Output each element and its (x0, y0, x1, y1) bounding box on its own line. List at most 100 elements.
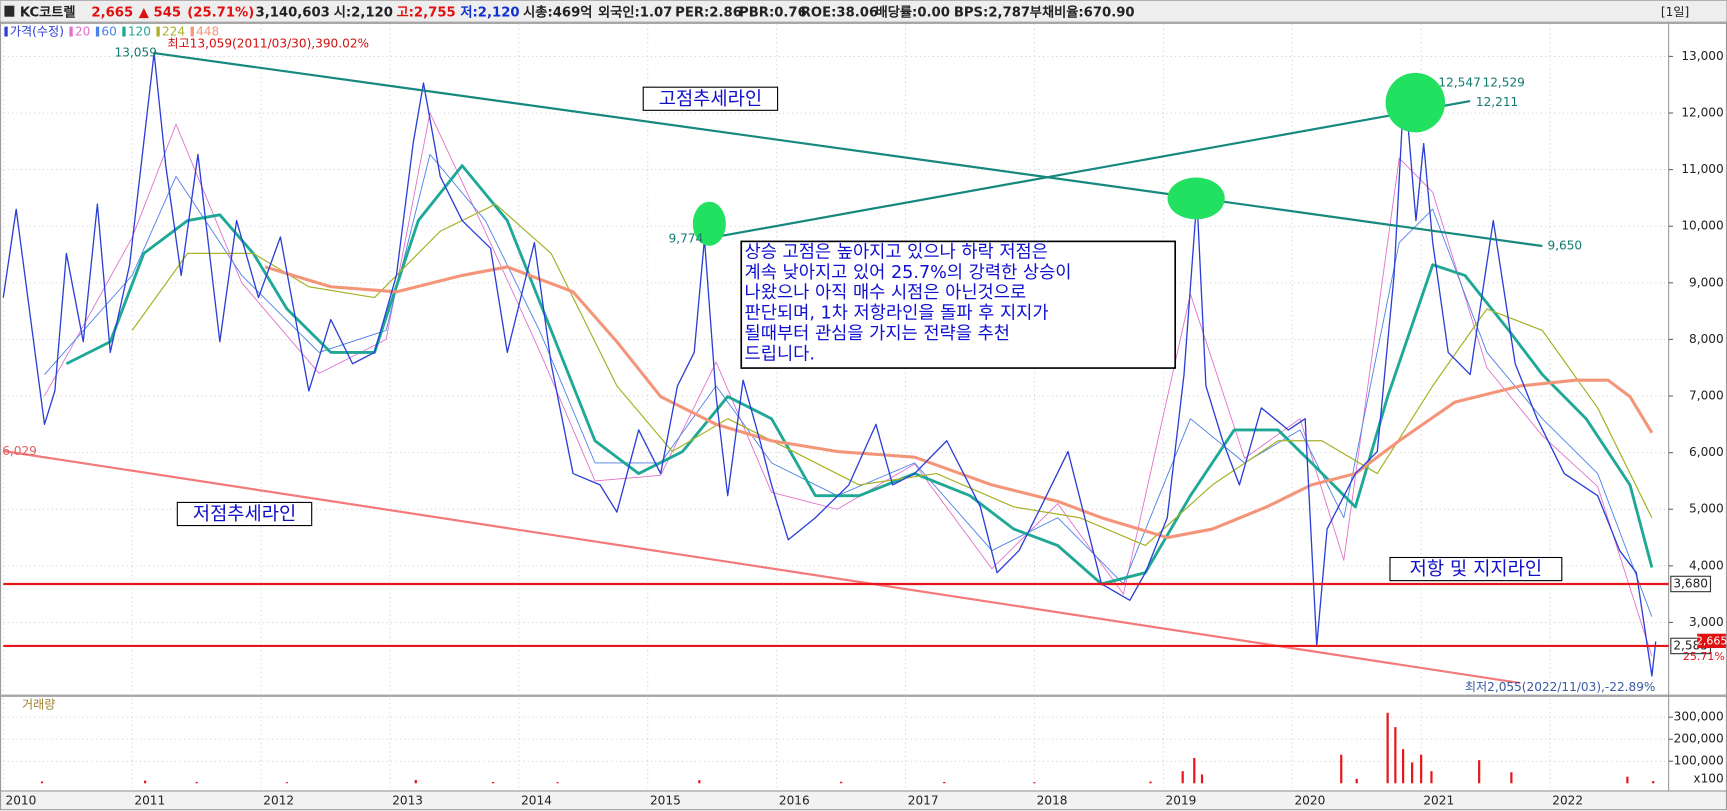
y-tick-label: 300,000 (1674, 710, 1724, 724)
pbr: PBR:0.76 (739, 5, 807, 20)
dividend: 배당률:0.00 (876, 3, 950, 20)
header-bar (0, 0, 1727, 23)
grid: 2010 2011 2012 2013 2014 2015 2016 2017 2018 2019… (2, 24, 1724, 807)
roe: ROE:38.06 (801, 5, 878, 20)
y-tick-label: 5,000 (1689, 502, 1724, 516)
legend-swatch (122, 26, 126, 37)
comment-line: 판단되며, 1차 저항라인을 돌파 후 지지가 (745, 304, 1049, 324)
volume-bar (414, 779, 417, 784)
y-tick-label: 10,000 (1681, 219, 1723, 233)
market-cap: 시총:469억 (523, 4, 592, 20)
debt-ratio: 부채비율:670.90 (1030, 3, 1135, 20)
x-tick-label: 2022 (1552, 793, 1583, 807)
y-tick-label: 8,000 (1689, 332, 1724, 346)
legend-label: 448 (196, 25, 219, 39)
ma-line (131, 203, 1653, 547)
volume-bar (1402, 749, 1405, 784)
comment-line: 나왔으나 아직 매수 시점은 아닌것으로 (745, 283, 1027, 303)
volume-bar (1149, 781, 1152, 784)
ma-line (44, 112, 1653, 657)
legend-swatch (95, 26, 100, 37)
x-axis-bar (0, 790, 1727, 811)
y-tick-label: 100,000 (1674, 754, 1724, 768)
x-tick-label: 2020 (1294, 793, 1325, 807)
annotation-box (642, 86, 779, 111)
x-tick-label: 2013 (392, 793, 423, 807)
volume-bar (556, 782, 559, 784)
y-tick-label: 6,000 (1689, 445, 1724, 459)
legend-label: 20 (75, 25, 90, 39)
y-tick-label: 13,000 (1681, 49, 1723, 63)
low: 저:2,120 (460, 4, 519, 20)
trend-line (153, 51, 1543, 248)
y-tick-label: 7,000 (1689, 389, 1724, 403)
highlight-circle (692, 201, 726, 246)
volume-bar (1626, 776, 1629, 784)
highlight-circle (1167, 177, 1225, 220)
volume-bar (285, 782, 288, 784)
comment-line: 상승 고점은 높아지고 있으나 하락 저점은 (745, 242, 1048, 262)
change: ▲ 545 (139, 5, 181, 20)
y-tick-label: 9,000 (1689, 275, 1724, 289)
volume-bar (1430, 771, 1433, 784)
volume-bar (1478, 760, 1481, 784)
point-label: 12,529 (1482, 75, 1524, 89)
low-note: 최저2,055(2022/11/03),-22.89% (1465, 680, 1656, 694)
per: PER:2.86 (675, 5, 742, 20)
header-icon (4, 5, 15, 17)
ma-line (65, 164, 1654, 586)
last-change-label: 25.71% (1683, 650, 1725, 663)
x-tick-label: 2010 (6, 793, 37, 807)
x-tick-label: 2014 (521, 793, 552, 807)
point-label: 9,650 (1547, 238, 1582, 252)
point-label: 12,547 (1438, 75, 1480, 89)
volume-bar (1420, 754, 1423, 784)
y-tick-label: 200,000 (1674, 732, 1724, 746)
y-tick-label: 11,000 (1681, 162, 1723, 176)
volume-bar (840, 781, 843, 784)
volume-unit: x100 (1693, 771, 1723, 785)
annotations: 13,059 최고13,059(2011/03/30),390.02% 9,77… (2, 37, 1723, 786)
x-tick-label: 2019 (1166, 793, 1197, 807)
volume-bar (1386, 712, 1389, 784)
price-label-box (1670, 575, 1712, 593)
y-tick-label: 4,000 (1689, 558, 1724, 572)
header: KC코트렐 2,665 ▲ 545 (25.71%) 3,140,603 시:2… (20, 3, 1689, 20)
high-note: 최고13,059(2011/03/30),390.02% (167, 37, 369, 51)
annotation: 저점추세라인 (193, 504, 296, 525)
legend-swatch (190, 26, 194, 37)
x-tick-label: 2011 (134, 793, 165, 807)
volume: 3,140,603 (256, 5, 330, 20)
x-tick-label: 2016 (779, 793, 810, 807)
ma-line (44, 153, 1653, 617)
volume-bar (1340, 754, 1343, 784)
comment-box (740, 240, 1177, 369)
x-tick-label: 2018 (1037, 793, 1068, 807)
volume-bar (1510, 772, 1513, 784)
y-tick-label: 3,000 (1689, 615, 1724, 629)
last-price-label: 2,665 (1696, 634, 1727, 647)
annotation: 고점추세라인 (659, 89, 762, 110)
point-label: 13,059 (115, 46, 157, 60)
foreign: 외국인:1.07 (598, 3, 672, 20)
point-label: 6,029 (2, 444, 37, 458)
price-label: 3,680 (1673, 576, 1708, 590)
volume-bar (1193, 757, 1196, 784)
volume-bar (492, 781, 495, 784)
volume-bar (1355, 778, 1358, 784)
price-panel (0, 22, 1727, 696)
price: 2,665 (91, 5, 133, 20)
change-pct: (25.71%) (187, 5, 254, 20)
highlight-circle (1385, 72, 1446, 133)
period[interactable]: [1일] (1661, 5, 1689, 19)
price-line (2, 52, 1657, 677)
comment-line: 드립니다. (745, 344, 815, 364)
high: 고:2,755 (397, 5, 456, 20)
ma-line (264, 265, 1654, 540)
x-tick-label: 2012 (263, 793, 294, 807)
annotation-box (1389, 556, 1563, 582)
legend-swatch (4, 26, 8, 37)
trend-line (704, 99, 1471, 241)
x-tick-label: 2021 (1423, 793, 1454, 807)
